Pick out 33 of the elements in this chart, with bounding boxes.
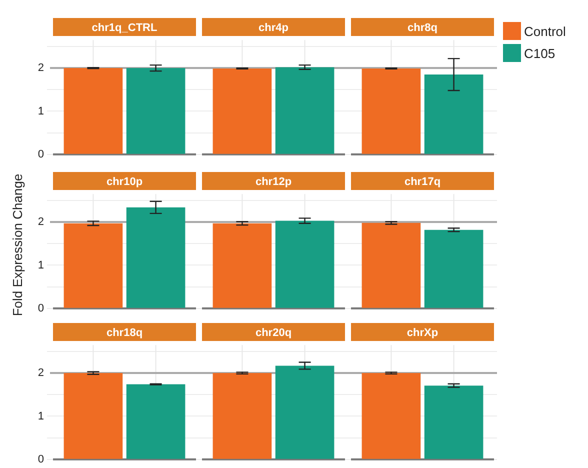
legend-label: C105 [524,46,556,60]
x-tick-label: chr18q [106,327,143,340]
y-tick-label: 0 [38,302,44,314]
x-tick-label: chr17q [404,176,441,188]
y-tick-label: 1 [38,105,44,118]
x-tick-label: chr20q [255,327,292,340]
x-tick-label: chr1q_CTRL [92,22,158,34]
bar [212,223,272,308]
y-tick-label: 2 [38,62,44,74]
x-tick-label: chr10p [106,176,143,188]
x-tick-label: chrXp [406,327,438,340]
y-tick-label: 2 [38,216,44,228]
y-tick-label: 0 [38,148,44,160]
bar [275,220,334,308]
y-tick-label: 0 [38,453,44,466]
y-tick-label: 2 [38,367,44,380]
x-tick-label: chr4p [258,22,289,34]
bar [212,373,272,459]
bar [362,373,421,459]
bar [275,366,334,459]
bar [64,373,123,459]
x-tick-label: chr12p [255,176,292,188]
y-tick-label: 1 [38,259,44,272]
bar [126,207,186,308]
bar [424,386,484,459]
legend-label: Control [524,24,566,38]
bar [126,384,186,459]
x-tick-label: chr8q [408,22,438,34]
bar [362,222,421,308]
y-tick-label: 1 [38,410,44,422]
bar [424,230,484,308]
bar [64,223,123,308]
y-axis-title: Fold Expression Change [10,174,25,316]
